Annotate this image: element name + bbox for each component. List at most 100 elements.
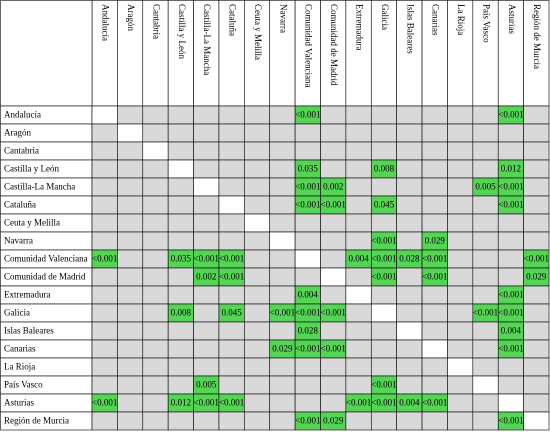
p-value: 0.008 [374, 164, 395, 174]
column-header: Cataluña [228, 4, 238, 36]
cell [396, 411, 423, 431]
cell [345, 159, 372, 179]
column-header: Castilla-La Mancha [202, 4, 212, 75]
p-value: <0.001 [371, 398, 396, 408]
cell [193, 411, 220, 431]
row-header: Galicia [4, 308, 30, 318]
cell [142, 231, 169, 251]
cell [447, 177, 474, 197]
cell [447, 339, 474, 359]
cell [167, 177, 194, 197]
p-value: <0.001 [219, 254, 244, 264]
p-value: <0.001 [422, 272, 447, 282]
cell [193, 105, 220, 125]
cell [396, 213, 423, 233]
p-value: 0.002 [196, 272, 216, 282]
cell [472, 105, 499, 125]
cell [244, 231, 271, 251]
cell [294, 123, 321, 143]
cell [269, 177, 296, 197]
cell [345, 339, 372, 359]
cell [193, 141, 220, 161]
cell [117, 285, 144, 305]
cell [320, 105, 347, 125]
cell [91, 411, 118, 431]
cell [497, 267, 524, 287]
p-value: <0.001 [498, 182, 523, 192]
cell [218, 411, 245, 431]
cell [294, 141, 321, 161]
cell [244, 123, 271, 143]
cell [167, 375, 194, 395]
cell [396, 267, 423, 287]
header-cell [269, 0, 296, 107]
cell [345, 141, 372, 161]
p-value: <0.001 [498, 416, 523, 426]
cell [167, 339, 194, 359]
cell [447, 105, 474, 125]
cell [91, 159, 118, 179]
header-cell [142, 0, 169, 107]
cell [117, 213, 144, 233]
header-corner [0, 0, 93, 107]
cell [91, 231, 118, 251]
cell [497, 123, 524, 143]
cell [320, 357, 347, 377]
cell [320, 393, 347, 413]
p-value: <0.001 [422, 398, 447, 408]
cell [269, 321, 296, 341]
cell [447, 267, 474, 287]
header-cell [218, 0, 245, 107]
cell [142, 321, 169, 341]
cell [218, 141, 245, 161]
cell [193, 357, 220, 377]
cell [497, 213, 524, 233]
cell [472, 339, 499, 359]
p-value: 0.029 [425, 236, 446, 246]
cell [320, 213, 347, 233]
cell [523, 159, 550, 179]
cell [421, 339, 448, 359]
p-value: 0.035 [298, 164, 319, 174]
column-header: Cantabria [151, 4, 161, 39]
cell [244, 411, 271, 431]
cell [167, 231, 194, 251]
cell [117, 267, 144, 287]
cell [447, 357, 474, 377]
column-header: Andalucía [101, 4, 111, 41]
cell [117, 105, 144, 125]
cell [370, 177, 397, 197]
cell [396, 321, 423, 341]
cell [523, 339, 550, 359]
cell [244, 267, 271, 287]
cell [523, 393, 550, 413]
cell [244, 357, 271, 377]
cell [167, 105, 194, 125]
row-header: Aragón [4, 128, 31, 138]
column-header: Ceuta y Melilla [253, 4, 263, 60]
cell [421, 123, 448, 143]
cell [91, 357, 118, 377]
cell [294, 249, 321, 269]
cell [447, 141, 474, 161]
p-value: <0.001 [371, 272, 396, 282]
cell [447, 159, 474, 179]
row-header: Ceuta y Melilla [4, 218, 60, 228]
cell [142, 195, 169, 215]
cell [142, 105, 169, 125]
cell [294, 267, 321, 287]
cell [472, 375, 499, 395]
cell [497, 141, 524, 161]
cell [294, 357, 321, 377]
cell [142, 249, 169, 269]
p-value: <0.001 [219, 272, 244, 282]
p-value: <0.001 [321, 344, 346, 354]
cell [396, 105, 423, 125]
cell [117, 321, 144, 341]
p-value: <0.001 [295, 308, 320, 318]
cell [523, 105, 550, 125]
column-header: Canarias [431, 4, 441, 36]
cell [345, 177, 372, 197]
cell [167, 267, 194, 287]
p-value: <0.001 [295, 200, 320, 210]
